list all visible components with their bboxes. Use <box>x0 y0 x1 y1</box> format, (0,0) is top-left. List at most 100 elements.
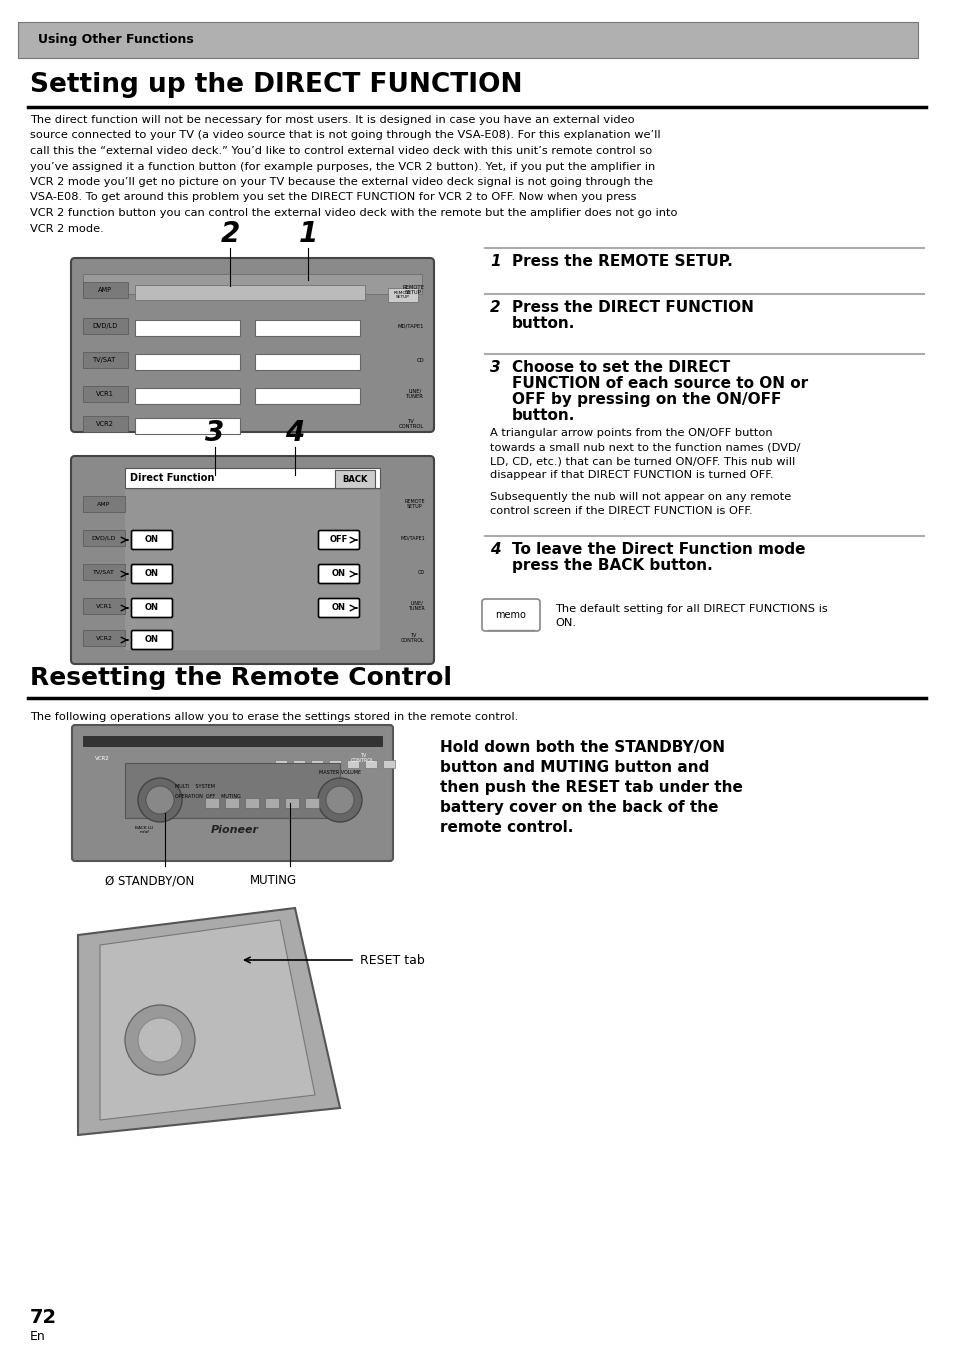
Bar <box>305 798 318 807</box>
Bar <box>388 288 417 302</box>
Text: VCR1: VCR1 <box>95 604 112 608</box>
Text: ON: ON <box>145 635 159 644</box>
Text: TV/SAT: TV/SAT <box>93 357 116 363</box>
Text: Setting up the DIRECT FUNCTION: Setting up the DIRECT FUNCTION <box>30 71 522 98</box>
Text: VCR2: VCR2 <box>96 421 113 427</box>
Bar <box>83 599 125 613</box>
Circle shape <box>138 1018 182 1062</box>
Text: OFF: OFF <box>330 535 348 545</box>
Text: OFF by pressing on the ON/OFF: OFF by pressing on the ON/OFF <box>512 392 781 407</box>
Text: LD, CD, etc.) that can be turned ON/OFF. This nub will: LD, CD, etc.) that can be turned ON/OFF.… <box>490 456 795 466</box>
Text: 1: 1 <box>298 220 317 248</box>
Text: Press the DIRECT FUNCTION: Press the DIRECT FUNCTION <box>512 301 753 315</box>
Text: Hold down both the STANDBY/ON: Hold down both the STANDBY/ON <box>439 740 724 755</box>
Text: VCR 2 mode.: VCR 2 mode. <box>30 224 104 233</box>
Text: REMOTE
SETUP: REMOTE SETUP <box>402 284 423 295</box>
Text: call this the “external video deck.” You’d like to control external video deck w: call this the “external video deck.” You… <box>30 146 652 156</box>
Bar <box>18 22 917 58</box>
Bar <box>365 760 376 768</box>
Bar <box>83 274 421 294</box>
Bar <box>135 319 240 336</box>
Text: press the BACK button.: press the BACK button. <box>512 558 712 573</box>
Polygon shape <box>78 909 339 1135</box>
Bar <box>293 760 305 768</box>
Bar <box>335 470 375 488</box>
Text: VSA-E08. To get around this problem you set the DIRECT FUNCTION for VCR 2 to OFF: VSA-E08. To get around this problem you … <box>30 193 636 202</box>
Text: memo: memo <box>495 611 526 620</box>
Text: RESET tab: RESET tab <box>359 953 424 967</box>
Bar <box>311 760 323 768</box>
Text: To leave the Direct Function mode: To leave the Direct Function mode <box>512 542 804 557</box>
Bar <box>329 760 340 768</box>
Text: CD: CD <box>416 357 423 363</box>
FancyBboxPatch shape <box>132 631 172 650</box>
Text: BACK LU
m/of: BACK LU m/of <box>135 826 153 834</box>
Text: DVD/LD: DVD/LD <box>91 535 116 541</box>
Text: source connected to your TV (a video source that is not going through the VSA-E0: source connected to your TV (a video sou… <box>30 131 659 140</box>
Text: OPERATION  OFF    MUTING: OPERATION OFF MUTING <box>174 794 240 798</box>
Text: 3: 3 <box>205 419 224 448</box>
Text: CD: CD <box>417 569 424 574</box>
Text: MULTI    SYSTEM: MULTI SYSTEM <box>174 783 214 789</box>
FancyBboxPatch shape <box>318 531 359 550</box>
Text: FUNCTION of each source to ON or: FUNCTION of each source to ON or <box>512 376 807 391</box>
Text: button.: button. <box>512 315 575 332</box>
Text: MD/TAPE1: MD/TAPE1 <box>400 535 424 541</box>
Circle shape <box>125 1006 194 1074</box>
Text: ON: ON <box>145 535 159 545</box>
Bar <box>83 386 128 402</box>
FancyBboxPatch shape <box>71 456 434 665</box>
Text: A triangular arrow points from the ON/OFF button: A triangular arrow points from the ON/OF… <box>490 429 772 438</box>
Text: TV
CONTROL: TV CONTROL <box>401 632 424 643</box>
Text: BACK: BACK <box>342 474 367 484</box>
FancyBboxPatch shape <box>71 257 434 431</box>
Text: VCR 2 mode you’ll get no picture on your TV because the external video deck sign: VCR 2 mode you’ll get no picture on your… <box>30 177 652 187</box>
Bar <box>245 798 258 807</box>
Text: Resetting the Remote Control: Resetting the Remote Control <box>30 666 452 690</box>
Circle shape <box>138 778 182 822</box>
Text: 3: 3 <box>490 360 500 375</box>
Bar <box>205 798 219 807</box>
Bar <box>135 418 240 434</box>
Bar <box>382 760 395 768</box>
Text: VCR2: VCR2 <box>95 635 112 640</box>
Text: towards a small nub next to the function names (DVD/: towards a small nub next to the function… <box>490 442 800 452</box>
Text: AMP: AMP <box>98 287 112 293</box>
FancyBboxPatch shape <box>132 599 172 617</box>
Text: ON.: ON. <box>555 617 576 628</box>
Text: Pioneer: Pioneer <box>211 825 258 834</box>
Text: REMOTE
SETUP: REMOTE SETUP <box>404 499 424 510</box>
Text: then push the RESET tab under the: then push the RESET tab under the <box>439 780 742 795</box>
Text: Direct Function: Direct Function <box>130 473 214 483</box>
Bar <box>83 630 125 646</box>
Bar <box>135 766 330 780</box>
Text: VCR1: VCR1 <box>96 391 113 398</box>
Text: you’ve assigned it a function button (for example purposes, the VCR 2 button). Y: you’ve assigned it a function button (fo… <box>30 162 655 171</box>
Bar <box>285 798 298 807</box>
Text: Press the REMOTE SETUP.: Press the REMOTE SETUP. <box>512 253 732 270</box>
Text: The following operations allow you to erase the settings stored in the remote co: The following operations allow you to er… <box>30 712 517 723</box>
Bar <box>83 563 125 580</box>
Text: 72: 72 <box>30 1308 57 1326</box>
Bar <box>83 318 128 334</box>
FancyBboxPatch shape <box>318 565 359 584</box>
Text: VCR2: VCR2 <box>95 755 110 760</box>
Text: The direct function will not be necessary for most users. It is designed in case: The direct function will not be necessar… <box>30 115 634 125</box>
Text: button and MUTING button and: button and MUTING button and <box>439 760 709 775</box>
Text: Subsequently the nub will not appear on any remote: Subsequently the nub will not appear on … <box>490 492 790 501</box>
FancyBboxPatch shape <box>71 725 393 861</box>
FancyBboxPatch shape <box>318 599 359 617</box>
Text: 2: 2 <box>490 301 500 315</box>
Polygon shape <box>100 919 314 1120</box>
Circle shape <box>326 786 354 814</box>
Text: AMP: AMP <box>97 501 111 507</box>
Text: 2: 2 <box>220 220 239 248</box>
Bar <box>125 763 339 818</box>
Bar <box>125 491 379 650</box>
Text: ON: ON <box>332 604 346 612</box>
Bar <box>83 530 125 546</box>
Bar <box>254 319 359 336</box>
Text: Using Other Functions: Using Other Functions <box>38 34 193 46</box>
Bar <box>135 388 240 404</box>
FancyBboxPatch shape <box>132 565 172 584</box>
